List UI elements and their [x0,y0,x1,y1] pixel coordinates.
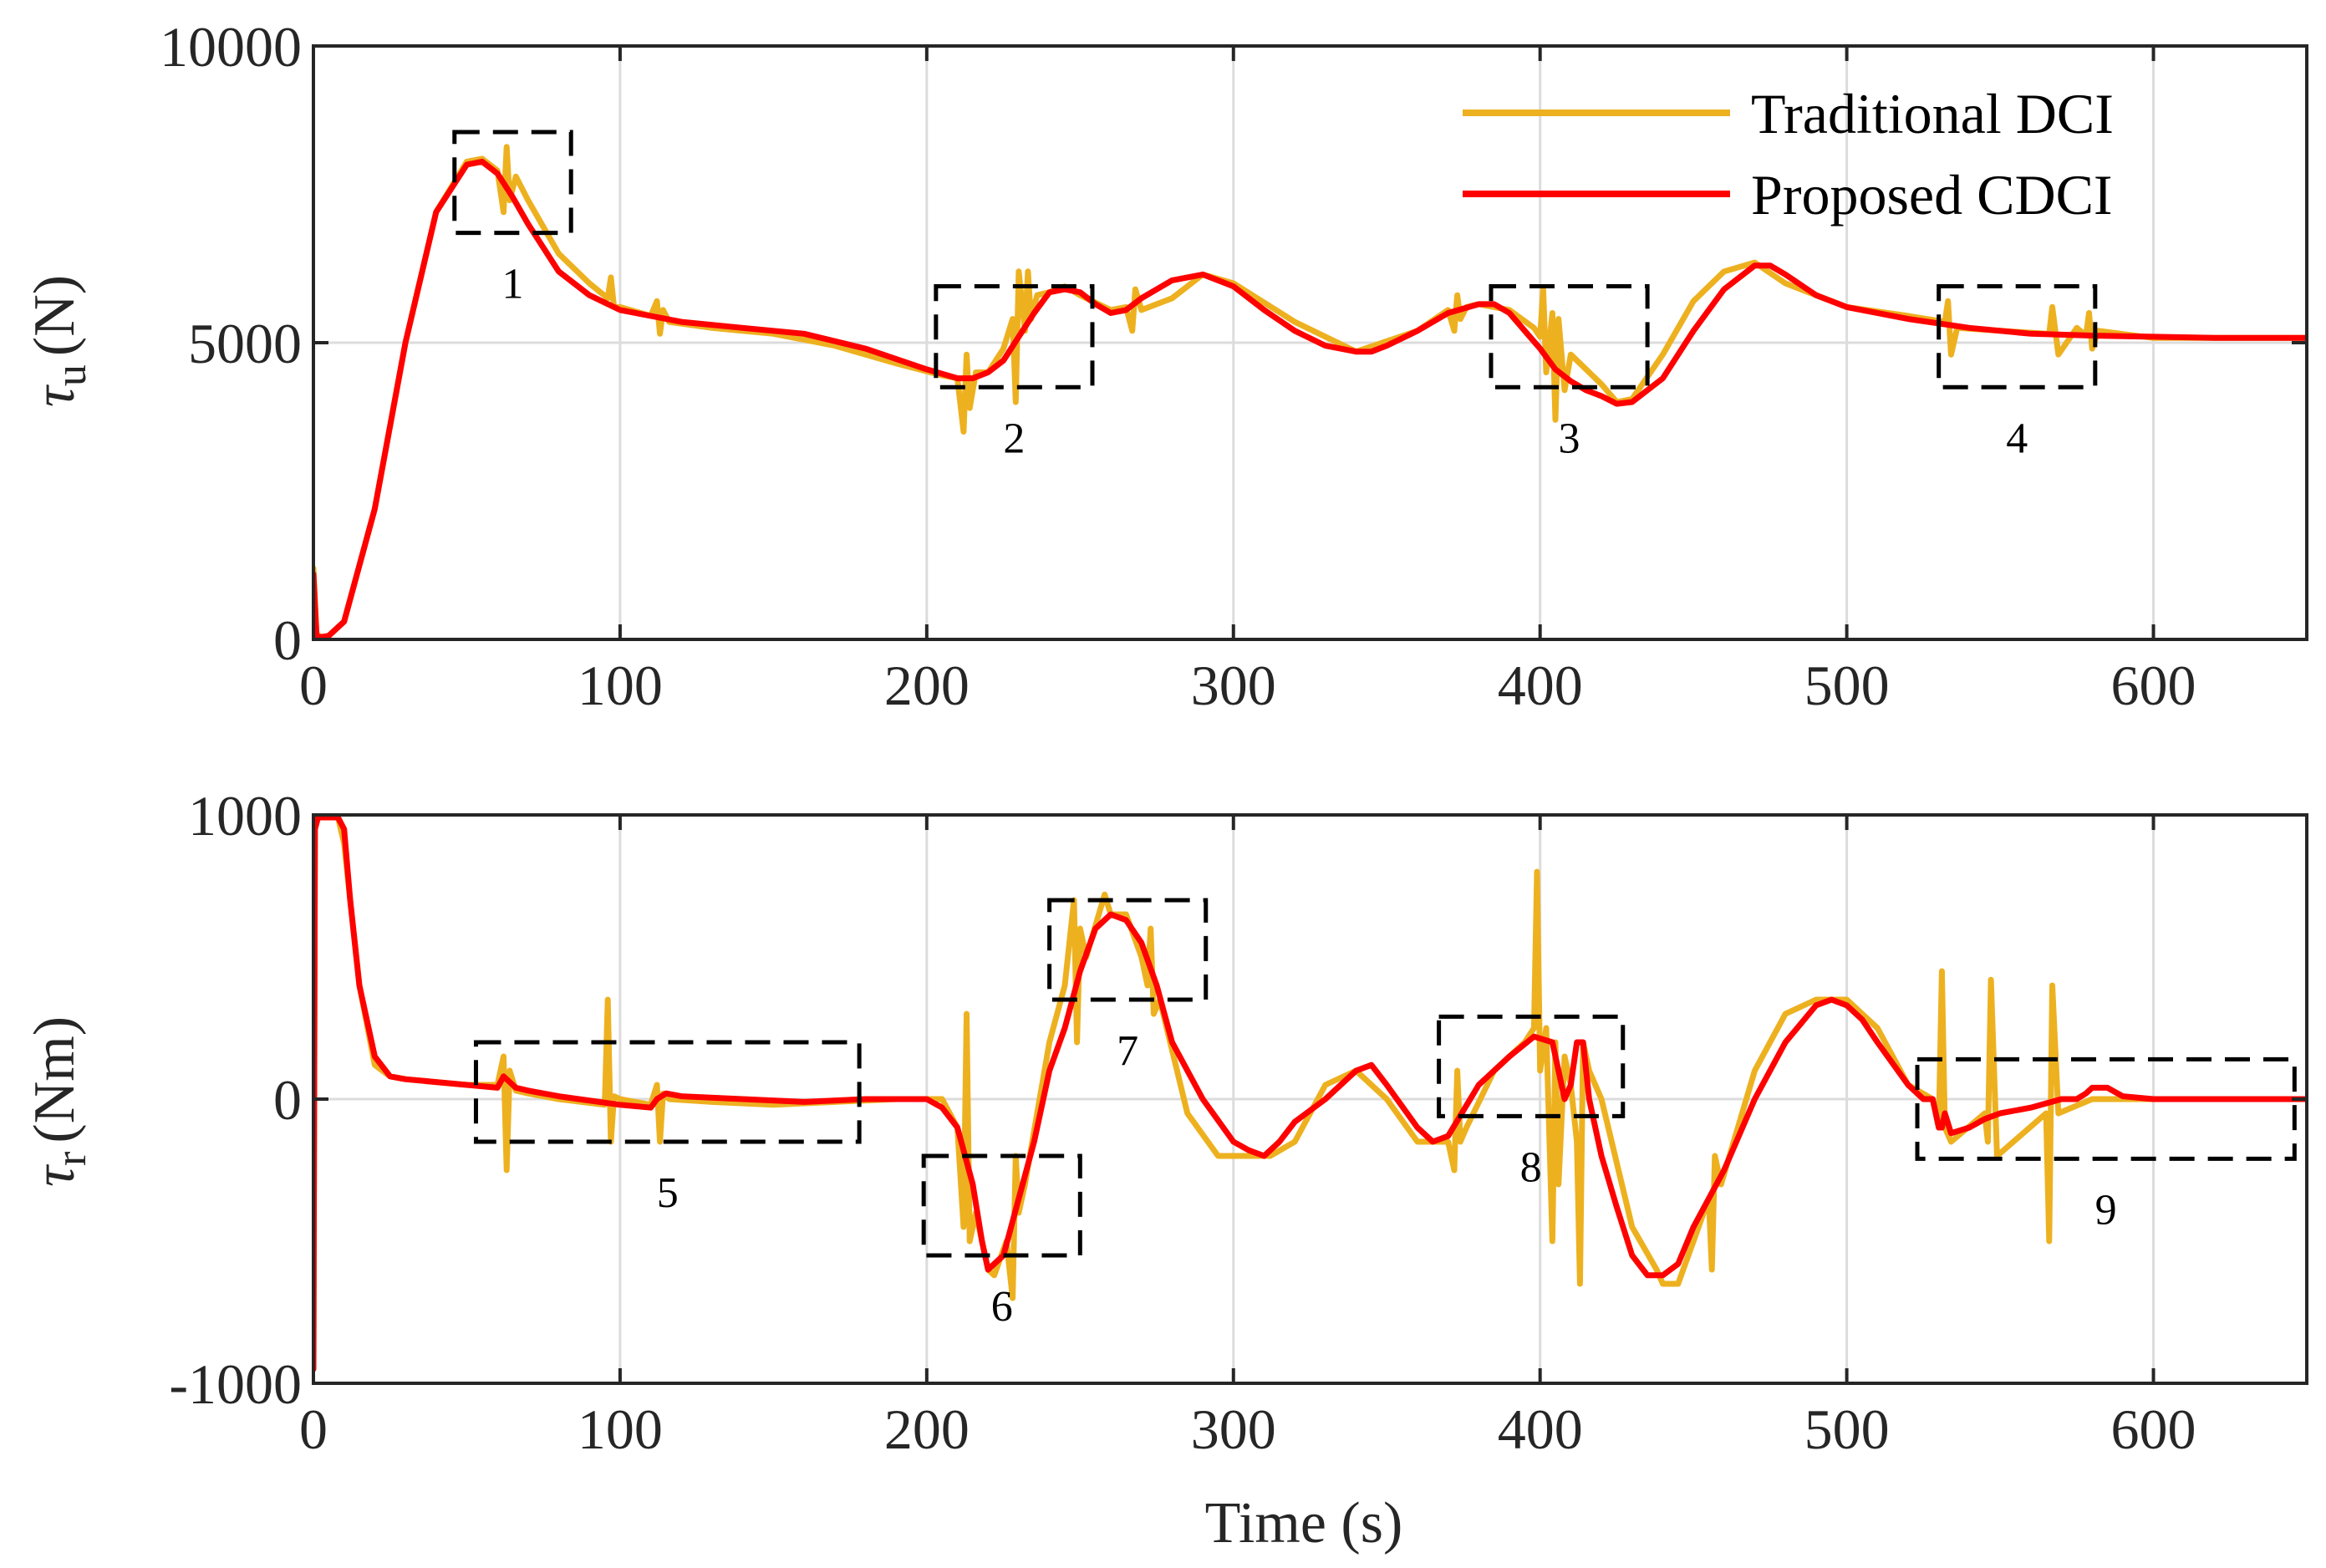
bottom-ylabel: τr (Nm) [23,1016,95,1187]
legend: Traditional DCI Proposed CDCI [1463,82,2114,227]
top-ytick-label-0: 0 [273,608,302,672]
bottom-xtick-label-500: 500 [1804,1397,1890,1461]
top-ytick-label-5000: 5000 [188,312,302,375]
bottom-box-5 [473,1040,862,1144]
bottom-box-7 [1047,898,1209,1002]
bottom-xtick-label-0: 0 [299,1397,328,1461]
bottom-series-traditional [313,815,2307,1372]
top-box-label-3: 3 [1559,415,1580,462]
top-box-4 [1937,284,2098,389]
top-ylabel-subscript: u [48,364,95,386]
top-xtick-label-500: 500 [1804,654,1890,717]
bottom-box-label-7: 7 [1117,1027,1138,1075]
bottom-ytick-label-0: 0 [273,1068,302,1132]
bottom-xtick-label-400: 400 [1498,1397,1583,1461]
top-box-1 [452,130,573,236]
bottom-box-label-8: 8 [1520,1143,1542,1191]
top-xtick-label-400: 400 [1498,654,1583,717]
bottom-series-proposed [313,815,2307,1372]
bottom-xtick-label-300: 300 [1191,1397,1276,1461]
top-xtick-label-200: 200 [884,654,970,717]
top-ytick-label-10000: 10000 [160,15,302,79]
top-box-label-1: 1 [502,261,524,308]
top-xtick-label-0: 0 [299,654,328,717]
bottom-box-label-6: 6 [991,1283,1013,1331]
top-ylabel: τu (N) [23,275,95,407]
bottom-ylabel-symbol: τ [23,1163,87,1187]
top-ylabel-unit: (N) [23,275,87,356]
bottom-box-8 [1437,1014,1626,1118]
top-box-label-2: 2 [1003,415,1025,462]
top-ylabel-symbol: τ [23,384,87,407]
bottom-xlabel: Time (s) [1205,1491,1403,1555]
bottom-ytick-label--1000: -1000 [169,1352,302,1416]
top-box-label-4: 4 [2006,415,2028,462]
bottom-ylabel-unit: (Nm) [23,1016,87,1143]
bottom-ytick-label-1000: 1000 [188,784,302,848]
top-subplot: 1 2 3 4 0 100 200 300 400 500 600 0 5000 10000 [160,15,2308,717]
top-xtick-label-300: 300 [1191,654,1276,717]
bottom-ylabel-subscript: r [48,1152,95,1166]
bottom-xtick-label-200: 200 [884,1397,970,1461]
bottom-box-9 [1915,1056,2297,1161]
bottom-box-label-5: 5 [657,1169,679,1217]
legend-label-proposed: Proposed CDCI [1751,163,2113,227]
top-series-proposed [313,158,2307,639]
top-box-2 [934,284,1095,389]
bottom-box-6 [921,1153,1082,1258]
bottom-xtick-label-100: 100 [578,1397,663,1461]
top-xtick-label-600: 600 [2111,654,2196,717]
bottom-box-label-9: 9 [2095,1186,2117,1234]
top-xtick-label-100: 100 [578,654,663,717]
legend-label-traditional: Traditional DCI [1751,82,2114,145]
bottom-xtick-label-600: 600 [2111,1397,2196,1461]
top-box-3 [1489,284,1650,389]
